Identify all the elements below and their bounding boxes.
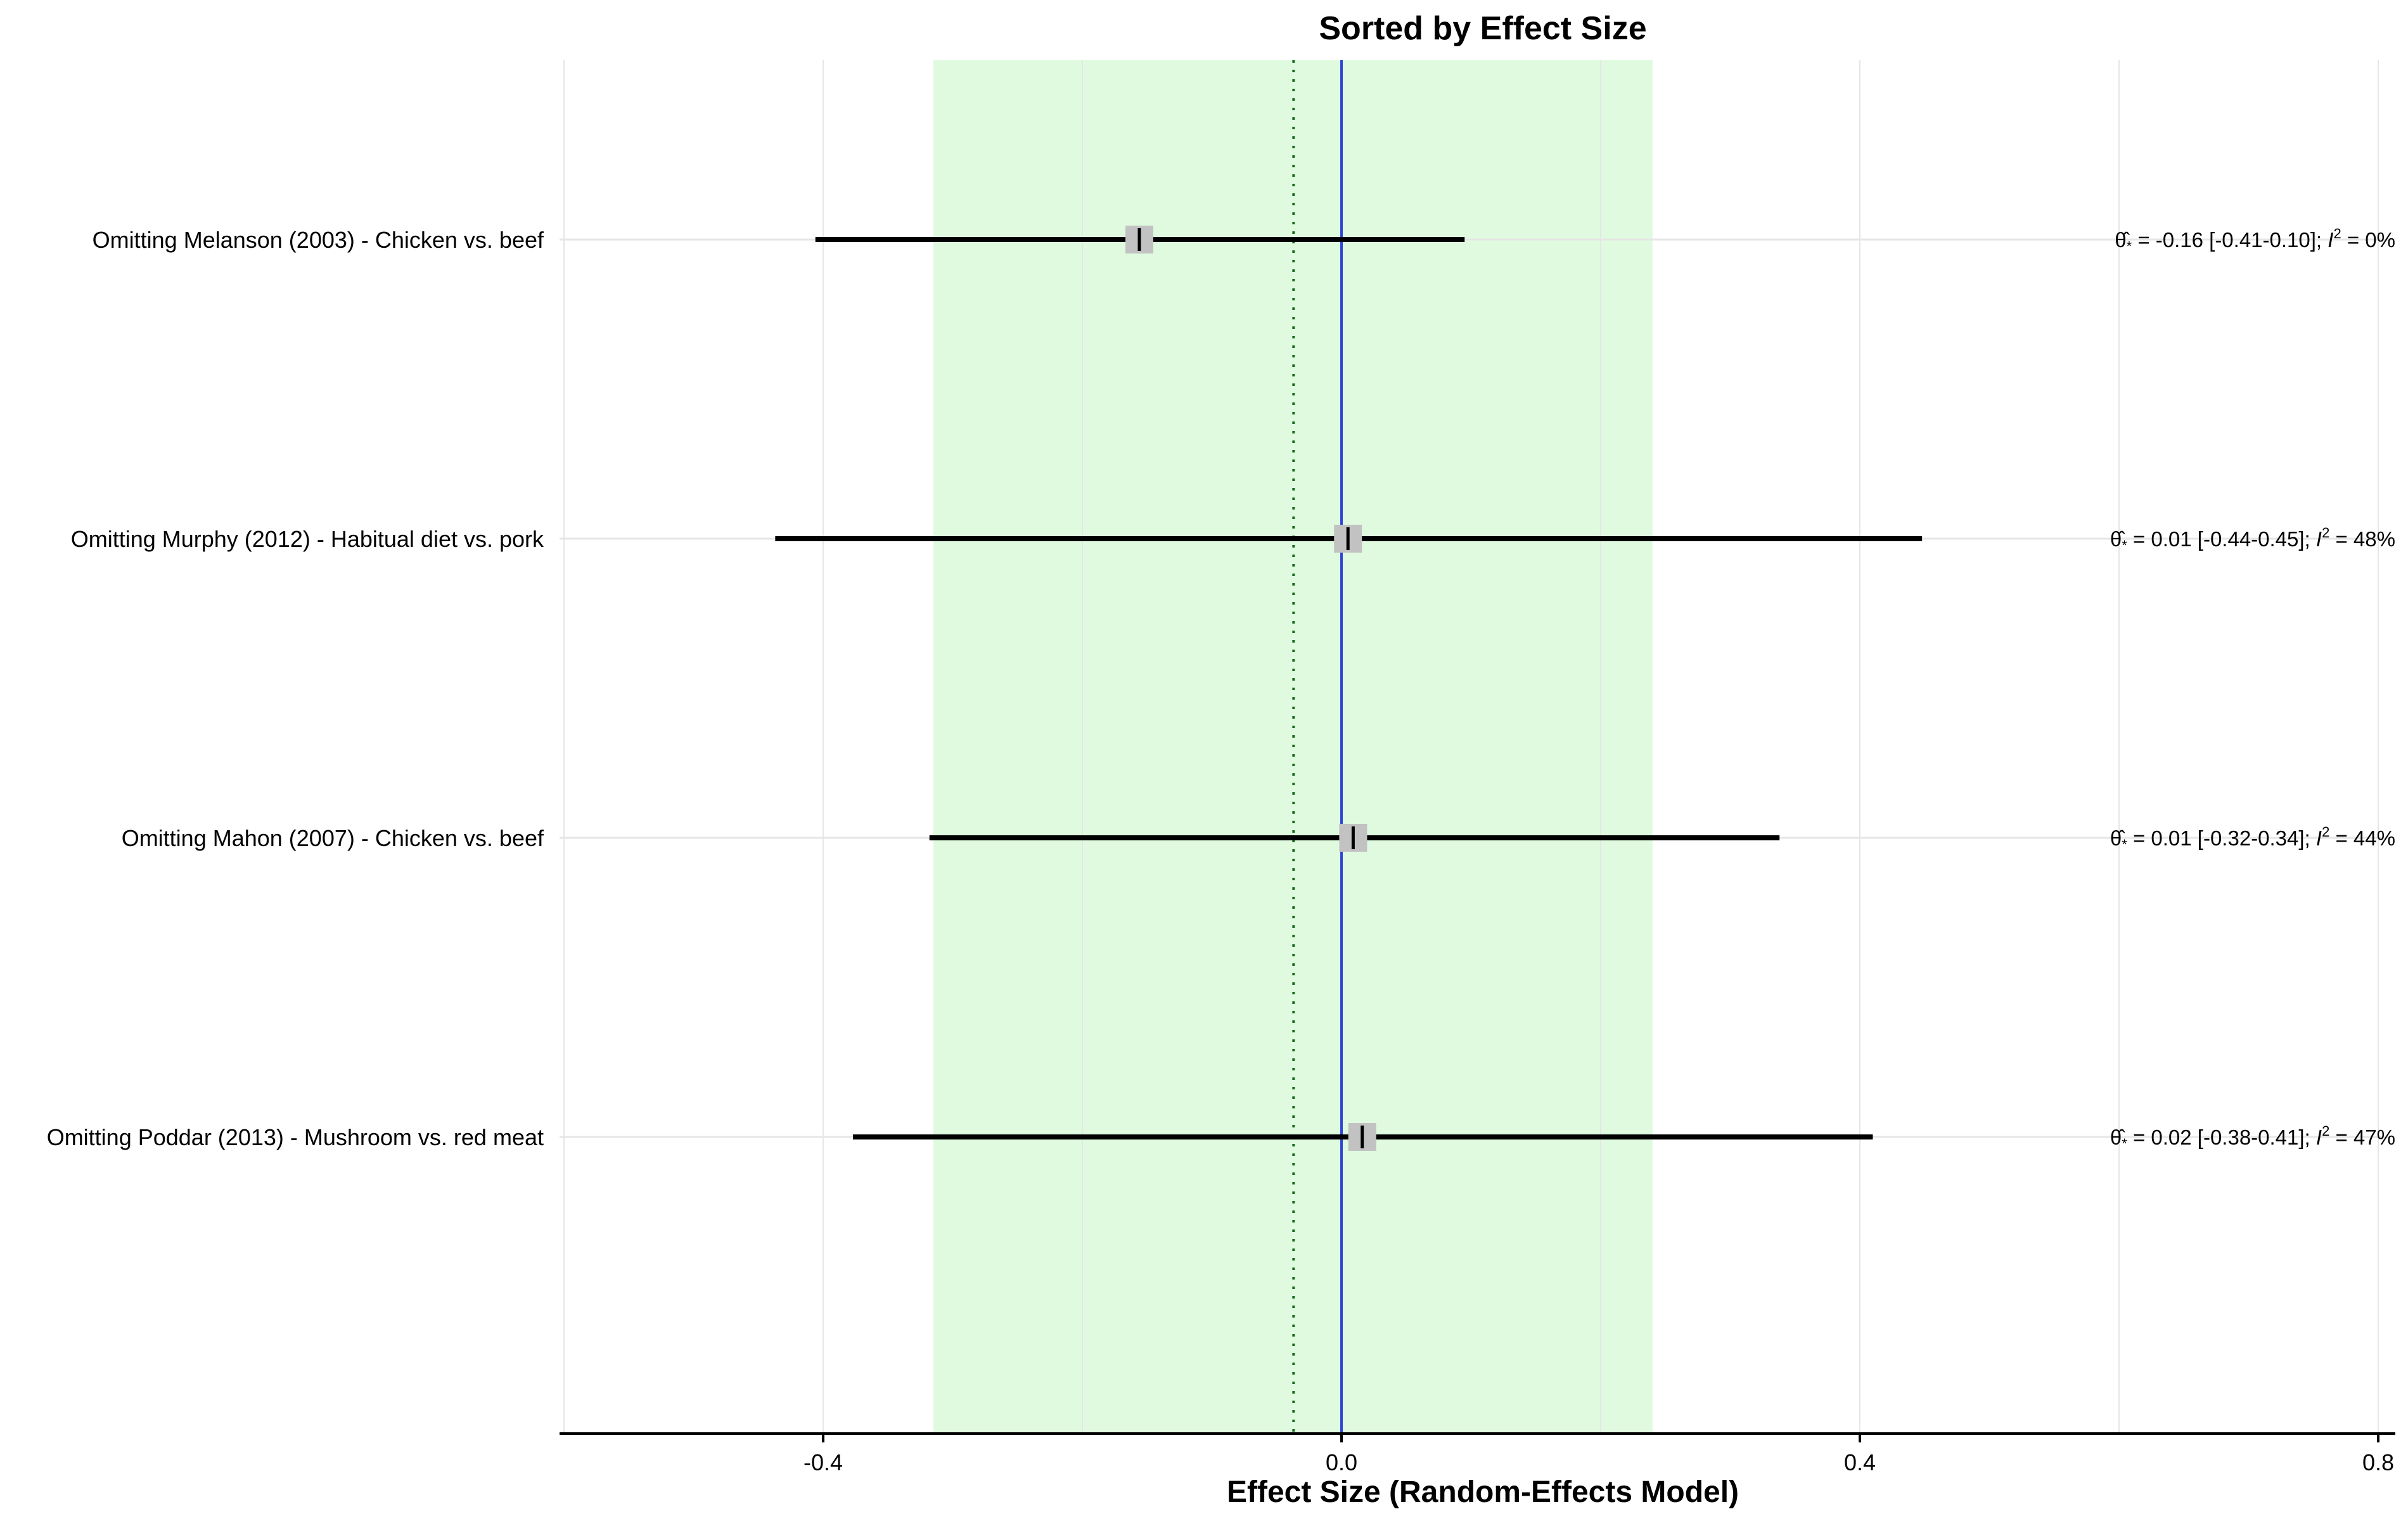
- chart-title: Sorted by Effect Size: [1319, 10, 1646, 47]
- theta-value: = 0.02 [-0.38-0.41];: [2127, 1126, 2316, 1149]
- theta-subscript: *: [2122, 1136, 2127, 1152]
- i2-superscript: 2: [2333, 226, 2341, 241]
- i2-superscript: 2: [2322, 525, 2329, 541]
- i2-superscript: 2: [2322, 824, 2329, 840]
- i2-superscript: 2: [2322, 1123, 2329, 1139]
- x-axis: -0.4 0.0 0.4 0.8: [560, 1432, 2395, 1475]
- study-row: Omitting Poddar (2013) - Mushroom vs. re…: [47, 1123, 2395, 1152]
- reference-lines: [1292, 60, 1343, 1434]
- theta-subscript: *: [2127, 238, 2132, 254]
- estimate-annotation: θ̂* = 0.01 [-0.32-0.34]; I2 = 44%: [2110, 824, 2395, 852]
- theta-subscript: *: [2122, 537, 2127, 553]
- estimate-annotation: θ̂* = 0.02 [-0.38-0.41]; I2 = 47%: [2110, 1123, 2395, 1152]
- i2-symbol: I: [2328, 228, 2333, 252]
- theta-value: = -0.16 [-0.41-0.10];: [2132, 228, 2328, 252]
- theta-subscript: *: [2122, 837, 2127, 852]
- i2-value: = 48%: [2329, 527, 2395, 551]
- i2-symbol: I: [2316, 1126, 2322, 1149]
- study-row: Omitting Murphy (2012) - Habitual diet v…: [71, 525, 2395, 553]
- x-tick-label: -0.4: [804, 1449, 843, 1475]
- i2-symbol: I: [2316, 826, 2322, 850]
- x-tick-label: 0.4: [1844, 1449, 1876, 1475]
- i2-value: = 44%: [2329, 826, 2395, 850]
- study-rows: Omitting Melanson (2003) - Chicken vs. b…: [47, 226, 2395, 1152]
- study-label: Omitting Melanson (2003) - Chicken vs. b…: [93, 227, 544, 253]
- theta-value: = 0.01 [-0.44-0.45];: [2127, 527, 2316, 551]
- x-axis-label: Effect Size (Random-Effects Model): [1227, 1475, 1739, 1509]
- study-label: Omitting Murphy (2012) - Habitual diet v…: [71, 526, 544, 552]
- theta-value: = 0.01 [-0.32-0.34];: [2127, 826, 2316, 850]
- estimate-annotation: θ̂* = -0.16 [-0.41-0.10]; I2 = 0%: [2115, 226, 2395, 254]
- i2-value: = 47%: [2329, 1126, 2395, 1149]
- estimate-annotation: θ̂* = 0.01 [-0.44-0.45]; I2 = 48%: [2110, 525, 2395, 553]
- study-row: Omitting Mahon (2007) - Chicken vs. beef…: [122, 824, 2395, 852]
- x-tick-label: 0.8: [2362, 1449, 2394, 1475]
- study-label: Omitting Poddar (2013) - Mushroom vs. re…: [47, 1124, 544, 1150]
- i2-symbol: I: [2316, 527, 2322, 551]
- x-tick-label: 0.0: [1326, 1449, 1357, 1475]
- study-label: Omitting Mahon (2007) - Chicken vs. beef: [122, 825, 544, 851]
- study-row: Omitting Melanson (2003) - Chicken vs. b…: [93, 226, 2395, 254]
- i2-value: = 0%: [2341, 228, 2395, 252]
